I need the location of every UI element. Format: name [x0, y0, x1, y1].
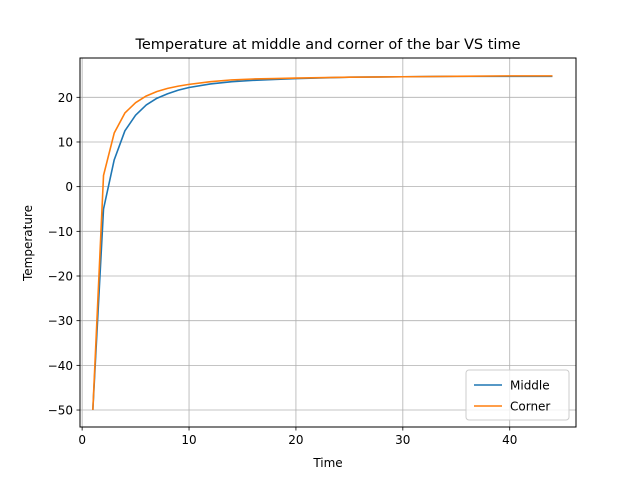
- chart-title: Temperature at middle and corner of the …: [134, 37, 520, 53]
- legend-box: [465, 369, 570, 421]
- y-tick-label: −50: [48, 404, 73, 418]
- x-tick-label: 0: [78, 433, 86, 447]
- x-tick-label: 20: [288, 433, 303, 447]
- x-tick-label: 10: [181, 433, 196, 447]
- series-line-corner: [92, 75, 553, 411]
- series-lines: [92, 75, 553, 411]
- grid: [80, 58, 576, 427]
- x-tick-label: 40: [502, 433, 517, 447]
- plot-frame: [79, 57, 577, 428]
- series-line-middle: [92, 75, 553, 411]
- legend: Middle Corner: [465, 369, 570, 421]
- y-tick-label: 20: [58, 91, 73, 105]
- y-axis-label: Temperature: [21, 205, 35, 282]
- y-tick-label: −40: [48, 359, 73, 373]
- legend-label-middle: Middle: [510, 379, 550, 393]
- y-tick-label: −10: [48, 225, 73, 239]
- y-tick-label: 10: [58, 135, 73, 149]
- legend-label-corner: Corner: [510, 400, 550, 414]
- y-tick-label: −30: [48, 314, 73, 328]
- ticks: 0 10 20 30 40 −50 −40 −30 −20 −10 0 10 20: [48, 91, 518, 447]
- y-tick-label: −20: [48, 270, 73, 284]
- x-axis-label: Time: [312, 456, 342, 470]
- y-tick-label: 0: [65, 180, 73, 194]
- x-tick-label: 30: [395, 433, 410, 447]
